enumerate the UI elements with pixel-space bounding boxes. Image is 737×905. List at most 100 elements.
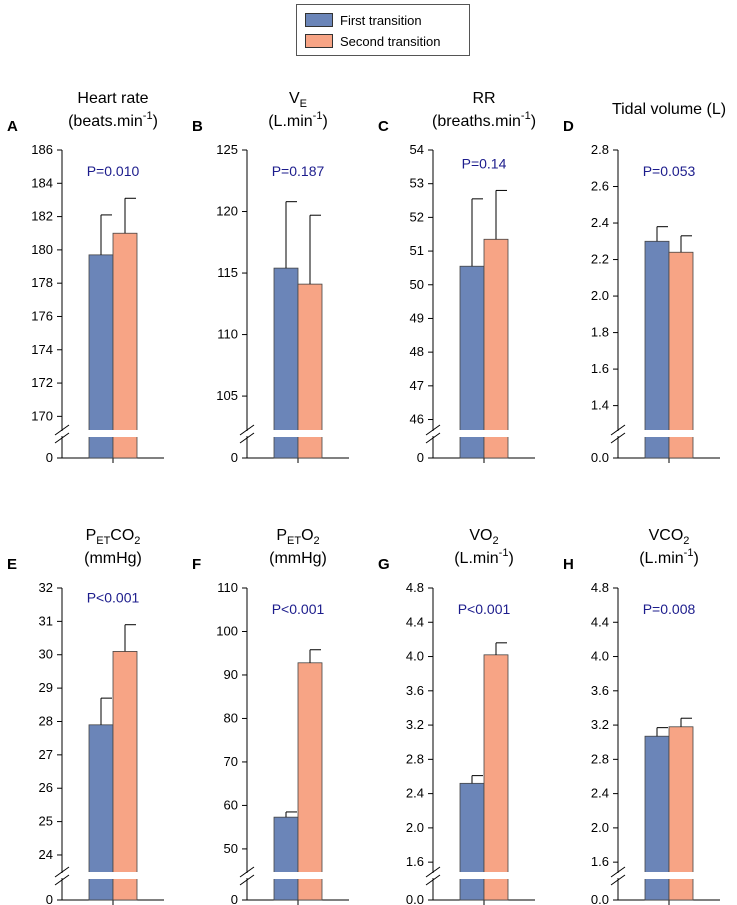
y-tick-label: 2.4	[406, 786, 424, 801]
axis-break-band	[271, 430, 325, 437]
y-tick-label: 1.6	[406, 854, 424, 869]
axis-break-gap	[431, 873, 435, 878]
y-tick-label: 3.2	[591, 717, 609, 732]
panel-title: VO2	[469, 527, 498, 547]
y-tick-label: 90	[224, 667, 238, 682]
y-tick-label: 3.6	[591, 683, 609, 698]
p-value-label: P=0.053	[643, 163, 696, 179]
y-tick-label: 4.0	[406, 649, 424, 664]
panel-title: RR	[472, 90, 495, 107]
y-tick-label: 50	[410, 277, 424, 292]
panel-letter: B	[192, 118, 203, 135]
axis-break-gap	[60, 431, 64, 436]
panel-title: PETO2	[276, 527, 319, 547]
y-tick-label: 105	[216, 388, 238, 403]
axis-break-band	[86, 430, 140, 437]
axis-break-slash	[610, 424, 626, 436]
legend-label-first: First transition	[340, 12, 422, 28]
axis-break-slash	[610, 866, 626, 878]
y-tick-label: 3.6	[406, 683, 424, 698]
bar-first-transition	[459, 782, 485, 901]
axis-break-slash	[239, 874, 255, 886]
bar-first-transition	[644, 240, 670, 459]
y-tick-label: 2.0	[406, 820, 424, 835]
axis-break-band	[457, 872, 511, 879]
y-tick-label: 60	[224, 797, 238, 812]
y-tick-label: 50	[224, 841, 238, 856]
y-tick-label: 172	[31, 375, 53, 390]
panel-a: A Heart rate (beats.min-1) 170 172 174 176 178 1…	[7, 90, 164, 465]
legend-swatch-second	[305, 34, 333, 48]
y-tick-label: 80	[224, 710, 238, 725]
bar-second-transition	[668, 726, 694, 901]
axis-break-band	[86, 872, 140, 879]
panel-unit: (beats.min-1)	[68, 110, 158, 130]
y-tick-label-zero: 0	[46, 450, 53, 465]
y-tick-label: 125	[216, 142, 238, 157]
y-tick-label-zero: 0.0	[591, 450, 609, 465]
axis-break-gap	[60, 873, 64, 878]
y-tick-label: 2.0	[591, 820, 609, 835]
y-tick-label: 182	[31, 209, 53, 224]
axis-break-slash	[610, 874, 626, 886]
y-tick-label: 48	[410, 344, 424, 359]
axis-break-band	[271, 872, 325, 879]
y-tick-label: 1.6	[591, 361, 609, 376]
axis-break-slash	[425, 874, 441, 886]
y-tick-label: 29	[39, 680, 53, 695]
y-tick-label-zero: 0.0	[591, 892, 609, 905]
panel-unit: (mmHg)	[84, 550, 142, 567]
y-tick-label: 31	[39, 613, 53, 628]
y-tick-label: 115	[217, 265, 238, 280]
panel-unit: (mmHg)	[269, 550, 327, 567]
panel-letter: E	[7, 556, 17, 573]
y-tick-label: 1.8	[591, 325, 609, 340]
y-tick-label: 3.2	[406, 717, 424, 732]
panel-e: E PETCO2 (mmHg) 24 25 26 27 28 29 30 31 32 0 P<0.001	[7, 527, 164, 905]
p-value-label: P=0.008	[643, 601, 696, 617]
bar-second-transition	[668, 251, 694, 459]
panel-title: VCO2	[649, 527, 690, 547]
axis-break-slash	[54, 874, 70, 886]
axis-break-gap	[431, 431, 435, 436]
y-tick-label: 54	[410, 142, 424, 157]
bar-first-transition	[273, 816, 299, 901]
y-tick-label: 170	[31, 408, 53, 423]
y-tick-label: 24	[39, 847, 53, 862]
y-tick-label-zero: 0.0	[406, 892, 424, 905]
y-tick-label-zero: 0	[231, 892, 238, 905]
panel-b: B VE(L.min-1) 105 110 115 120 125 0 P=0.187	[192, 90, 349, 465]
bar-first-transition	[88, 724, 114, 901]
axis-break-slash	[425, 424, 441, 436]
axis-break-band	[642, 872, 696, 879]
y-tick-label: 4.8	[406, 580, 424, 595]
bar-first-transition	[273, 267, 299, 459]
y-tick-label: 184	[31, 175, 53, 190]
y-tick-label: 4.0	[591, 649, 609, 664]
axis-break-gap	[616, 873, 620, 878]
y-tick-label: 120	[216, 204, 238, 219]
axis-break-slash	[239, 424, 255, 436]
p-value-label: P=0.187	[272, 163, 325, 179]
y-tick-label-zero: 0	[231, 450, 238, 465]
panel-unit: (L.min-1)	[454, 547, 514, 567]
y-tick-label: 2.8	[591, 751, 609, 766]
y-tick-label: 2.8	[406, 751, 424, 766]
y-tick-label: 2.8	[591, 142, 609, 157]
y-tick-label: 25	[39, 814, 53, 829]
panel-title: Heart rate	[77, 90, 148, 107]
panel-letter: G	[378, 556, 390, 573]
y-tick-label: 30	[39, 647, 53, 662]
legend-item-first: First transition	[305, 10, 422, 30]
y-tick-label: 70	[224, 754, 238, 769]
y-tick-label: 28	[39, 713, 53, 728]
legend-label-second: Second transition	[340, 33, 441, 49]
panel-letter: A	[7, 118, 18, 135]
y-tick-label: 2.4	[591, 215, 609, 230]
bar-second-transition	[112, 651, 138, 901]
y-tick-label: 47	[410, 378, 424, 393]
y-tick-label: 32	[39, 580, 53, 595]
axis-break-slash	[239, 432, 255, 444]
y-tick-label: 178	[31, 275, 53, 290]
y-tick-label: 176	[31, 308, 53, 323]
